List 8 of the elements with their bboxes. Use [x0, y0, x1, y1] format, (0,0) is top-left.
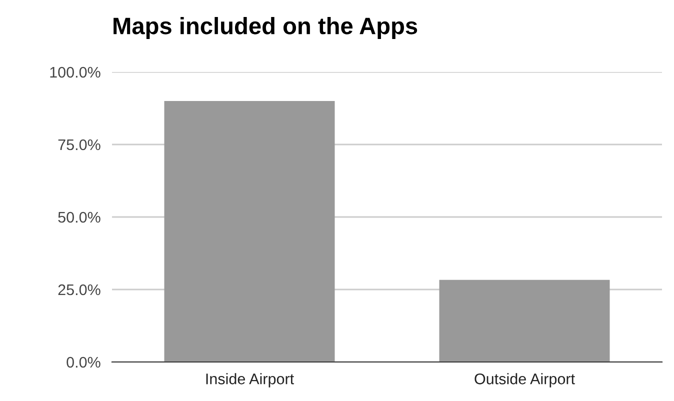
x-tick-label: Outside Airport — [474, 373, 575, 388]
chart-title: Maps included on the Apps — [114, 16, 418, 40]
y-tick-label: 100.0% — [50, 66, 100, 78]
y-tick-label: 75.0% — [58, 139, 100, 150]
x-tick-label: Inside Airport — [206, 373, 294, 388]
y-tick-label: 50.0% — [58, 212, 100, 223]
y-tick-label: 25.0% — [58, 284, 100, 296]
y-tick-label: 0.0% — [66, 356, 100, 368]
